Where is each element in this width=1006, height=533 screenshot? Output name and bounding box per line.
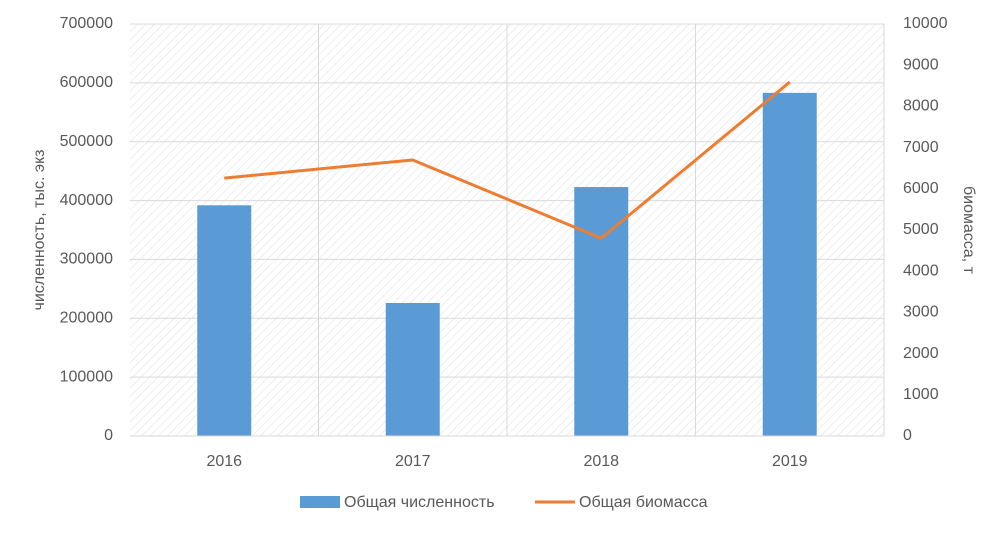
y2-tick-label: 0	[903, 427, 912, 444]
y-tick-label: 600000	[60, 74, 113, 91]
legend-swatch	[300, 496, 340, 508]
y2-tick-label: 1000	[903, 386, 939, 403]
bar	[762, 92, 817, 436]
y-tick-label: 700000	[60, 15, 113, 32]
x-tick-label: 2017	[395, 453, 431, 470]
y2-tick-label: 2000	[903, 345, 939, 362]
bar	[385, 302, 440, 436]
x-tick-label: 2018	[583, 453, 619, 470]
legend-label: Общая численность	[344, 494, 495, 511]
y2-tick-label: 9000	[903, 56, 939, 73]
y-tick-label: 100000	[60, 368, 113, 385]
bar	[574, 187, 629, 436]
y2-tick-label: 5000	[903, 221, 939, 238]
y2-tick-label: 3000	[903, 304, 939, 321]
y-tick-label: 0	[104, 427, 113, 444]
y2-tick-label: 7000	[903, 139, 939, 156]
legend-label: Общая биомасса	[579, 494, 708, 511]
y2-tick-label: 4000	[903, 262, 939, 279]
y-axis-title: численность, тыс. экз	[31, 149, 48, 310]
y-tick-label: 200000	[60, 310, 113, 327]
y2-tick-label: 8000	[903, 98, 939, 115]
y-tick-label: 300000	[60, 251, 113, 268]
x-tick-label: 2019	[772, 453, 808, 470]
y2-tick-label: 6000	[903, 180, 939, 197]
y-tick-label: 400000	[60, 192, 113, 209]
x-tick-label: 2016	[206, 453, 242, 470]
y2-tick-label: 10000	[903, 15, 948, 32]
y2-axis-title: биомасса, т	[960, 186, 977, 275]
bar	[197, 205, 252, 436]
y-tick-label: 500000	[60, 133, 113, 150]
line	[224, 80, 791, 240]
